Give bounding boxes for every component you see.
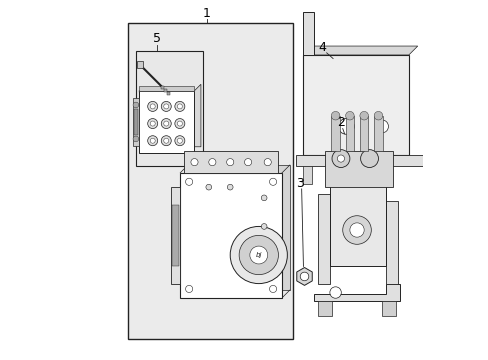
Circle shape — [226, 158, 233, 166]
Bar — [188, 165, 289, 290]
Circle shape — [205, 184, 211, 190]
Bar — [128, 23, 292, 339]
Circle shape — [230, 226, 287, 284]
Circle shape — [264, 158, 271, 166]
Polygon shape — [296, 155, 422, 166]
Circle shape — [373, 111, 382, 120]
Circle shape — [150, 138, 155, 143]
Bar — [167, 92, 170, 95]
Bar — [183, 152, 278, 173]
Circle shape — [185, 178, 192, 185]
Bar — [135, 51, 203, 166]
Circle shape — [269, 285, 276, 293]
Circle shape — [331, 111, 339, 120]
Text: 4: 4 — [318, 41, 325, 54]
Circle shape — [147, 136, 157, 146]
Circle shape — [342, 216, 370, 244]
Circle shape — [161, 102, 171, 111]
Polygon shape — [303, 12, 313, 55]
Circle shape — [349, 223, 364, 237]
Bar — [132, 98, 139, 146]
Bar — [385, 202, 397, 284]
Bar — [324, 152, 392, 187]
Polygon shape — [296, 267, 312, 285]
Circle shape — [133, 102, 139, 108]
Bar — [171, 187, 180, 284]
Circle shape — [337, 155, 344, 162]
Circle shape — [329, 287, 341, 298]
Circle shape — [360, 150, 378, 167]
Circle shape — [269, 178, 276, 185]
Text: 5: 5 — [153, 32, 161, 45]
Circle shape — [161, 118, 171, 129]
Bar — [136, 62, 143, 68]
Circle shape — [150, 121, 155, 126]
Circle shape — [163, 138, 168, 143]
Circle shape — [177, 121, 182, 126]
Bar — [331, 116, 339, 152]
Circle shape — [239, 235, 278, 275]
Circle shape — [163, 121, 168, 126]
Circle shape — [185, 285, 192, 293]
Circle shape — [227, 184, 233, 190]
Circle shape — [177, 104, 182, 109]
Text: 3: 3 — [295, 177, 303, 190]
Text: 2: 2 — [336, 116, 344, 129]
Bar — [161, 86, 163, 89]
Bar — [180, 173, 282, 298]
Polygon shape — [303, 166, 312, 184]
Circle shape — [177, 138, 182, 143]
Bar — [359, 116, 367, 152]
Circle shape — [163, 104, 168, 109]
Bar — [172, 205, 179, 266]
Circle shape — [147, 102, 157, 111]
Bar — [303, 55, 408, 155]
Circle shape — [261, 224, 266, 229]
Bar — [345, 116, 353, 152]
Bar — [317, 194, 329, 284]
Text: bj: bj — [255, 252, 262, 258]
Circle shape — [133, 136, 139, 142]
Circle shape — [249, 246, 267, 264]
Polygon shape — [139, 84, 201, 147]
Circle shape — [190, 158, 198, 166]
Polygon shape — [303, 46, 417, 55]
Polygon shape — [303, 46, 312, 155]
Circle shape — [161, 136, 171, 146]
Circle shape — [175, 102, 184, 111]
Bar — [329, 176, 385, 266]
Circle shape — [175, 118, 184, 129]
Circle shape — [147, 118, 157, 129]
Bar — [317, 301, 331, 316]
Circle shape — [261, 195, 266, 201]
Circle shape — [300, 272, 308, 281]
Bar — [139, 91, 194, 153]
Polygon shape — [313, 284, 399, 301]
Circle shape — [345, 111, 353, 120]
Circle shape — [175, 136, 184, 146]
Text: 1: 1 — [203, 8, 210, 21]
Bar — [164, 89, 166, 92]
Circle shape — [208, 158, 216, 166]
Circle shape — [244, 158, 251, 166]
Circle shape — [150, 104, 155, 109]
Bar — [381, 301, 395, 316]
Bar — [134, 109, 138, 135]
Circle shape — [359, 111, 367, 120]
Circle shape — [338, 118, 353, 134]
Bar — [139, 86, 194, 91]
Bar — [373, 116, 382, 152]
Circle shape — [331, 150, 349, 167]
Circle shape — [375, 120, 387, 133]
